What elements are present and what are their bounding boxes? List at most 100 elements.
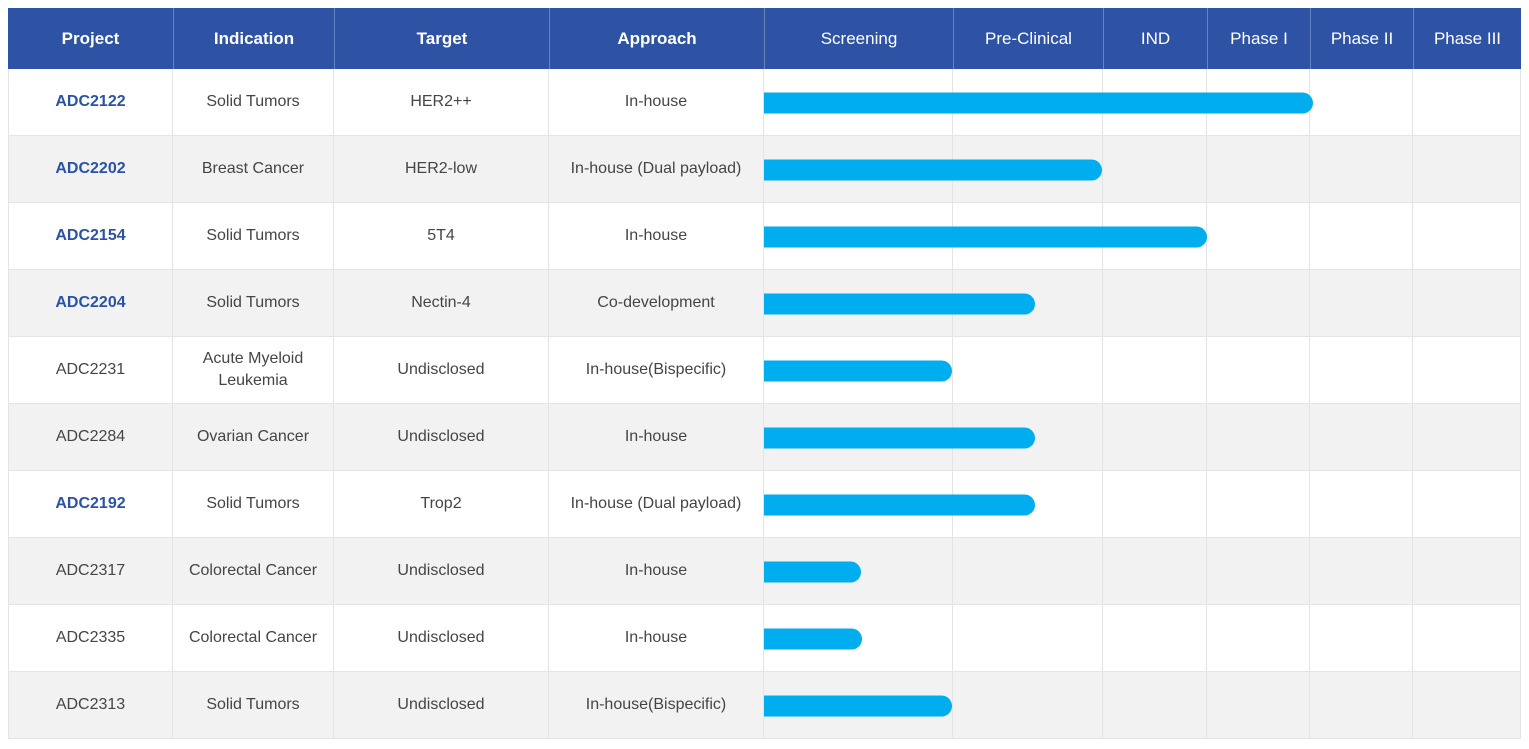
phase-cell-phase-3 [1413,270,1521,337]
project-link[interactable]: ADC2122 [55,93,126,111]
indication-cell: Colorectal Cancer [173,605,334,672]
table-row: ADC2284 Ovarian Cancer Undisclosed In-ho… [8,404,1521,471]
approach-text: In-house(Bispecific) [585,361,727,379]
header-indication: Indication [173,8,334,69]
approach-cell: Co-development [549,270,764,337]
phase-cell-phase-2 [1310,69,1413,136]
approach-text: In-house (Dual payload) [570,495,742,513]
project-link[interactable]: ADC2204 [55,294,126,312]
project-link[interactable]: ADC2192 [55,495,126,513]
approach-cell: In-house [549,69,764,136]
target-cell: 5T4 [334,203,549,270]
table-row: ADC2317 Colorectal Cancer Undisclosed In… [8,538,1521,605]
phase-cell-ind [1103,337,1207,404]
indication-cell: Breast Cancer [173,136,334,203]
target-text: Trop2 [420,495,462,513]
indication-text: Solid Tumors [206,294,300,312]
phase-cell-phase-1 [1207,203,1310,270]
approach-cell: In-house [549,203,764,270]
phase-cell-phase-1 [1207,270,1310,337]
progress-bar [764,92,1313,113]
phase-cell-pre-clinical [953,270,1103,337]
approach-text: In-house [624,562,688,580]
project-link: ADC2317 [55,562,126,580]
target-text: 5T4 [427,227,455,245]
table-row: ADC2313 Solid Tumors Undisclosed In-hous… [8,672,1521,739]
project-cell: ADC2313 [8,672,173,739]
target-cell: Trop2 [334,471,549,538]
phase-cell-pre-clinical [953,471,1103,538]
phase-cell-pre-clinical [953,605,1103,672]
target-text: Undisclosed [397,361,485,379]
approach-text: In-house [624,629,688,647]
table-row: ADC2335 Colorectal Cancer Undisclosed In… [8,605,1521,672]
project-cell: ADC2202 [8,136,173,203]
header-ind: IND [1103,8,1207,69]
project-cell: ADC2122 [8,69,173,136]
project-cell: ADC2192 [8,471,173,538]
project-link: ADC2335 [55,629,126,647]
project-link[interactable]: ADC2202 [55,160,126,178]
phase-cell-ind [1103,605,1207,672]
phase-cell-phase-2 [1310,337,1413,404]
phase-cell-phase-1 [1207,404,1310,471]
indication-cell: Solid Tumors [173,69,334,136]
phase-cell-pre-clinical [953,136,1103,203]
header-phase-3: Phase III [1413,8,1521,69]
phase-cell-ind [1103,538,1207,605]
project-cell: ADC2317 [8,538,173,605]
phase-cell-screening [764,337,953,404]
target-cell: Undisclosed [334,404,549,471]
phase-cell-phase-1 [1207,538,1310,605]
project-cell: ADC2284 [8,404,173,471]
progress-bar [764,561,861,582]
phase-cell-phase-1 [1207,605,1310,672]
approach-cell: In-house (Dual payload) [549,471,764,538]
approach-cell: In-house [549,538,764,605]
project-link: ADC2284 [55,428,126,446]
target-cell: Undisclosed [334,538,549,605]
project-link[interactable]: ADC2154 [55,227,126,245]
header-phase-1: Phase I [1207,8,1310,69]
indication-cell: Solid Tumors [173,270,334,337]
phase-cell-phase-2 [1310,672,1413,739]
phase-cell-phase-2 [1310,471,1413,538]
phase-cell-phase-2 [1310,404,1413,471]
target-text: Nectin-4 [411,294,471,312]
indication-text: Solid Tumors [206,227,300,245]
indication-text: Solid Tumors [206,696,300,714]
project-link: ADC2313 [55,696,126,714]
header-project: Project [61,28,120,48]
header-target: Target [334,8,549,69]
approach-text: In-house [624,428,688,446]
indication-text: Colorectal Cancer [188,629,318,647]
target-text: HER2-low [404,160,477,178]
table-row: ADC2192 Solid Tumors Trop2 In-house (Dua… [8,471,1521,538]
phase-cell-ind [1103,404,1207,471]
header-pre-clinical: Pre-Clinical [953,8,1103,69]
approach-text: In-house(Bispecific) [585,696,727,714]
phase-cell-phase-3 [1413,605,1521,672]
progress-bar [764,628,862,649]
target-cell: Undisclosed [334,672,549,739]
project-cell: ADC2204 [8,270,173,337]
phase-cell-pre-clinical [953,672,1103,739]
table-row: ADC2154 Solid Tumors 5T4 In-house [8,203,1521,270]
phase-cell-ind [1103,672,1207,739]
phase-cell-screening [764,538,953,605]
target-text: Undisclosed [397,696,485,714]
header-phase-2: Phase II [1310,8,1413,69]
progress-bar [764,360,952,381]
target-cell: Nectin-4 [334,270,549,337]
phase-cell-pre-clinical [953,538,1103,605]
phase-cell-pre-clinical [953,337,1103,404]
phase-cell-phase-2 [1310,270,1413,337]
target-cell: HER2++ [334,69,549,136]
progress-bar [764,427,1035,448]
indication-text: Acute Myeloid Leukemia [202,350,304,389]
indication-cell: Solid Tumors [173,672,334,739]
phase-cell-phase-3 [1413,337,1521,404]
approach-text: In-house (Dual payload) [570,160,742,178]
table-header-row: Project Indication Target Approach Scree… [8,8,1521,69]
phase-cell-phase-2 [1310,605,1413,672]
